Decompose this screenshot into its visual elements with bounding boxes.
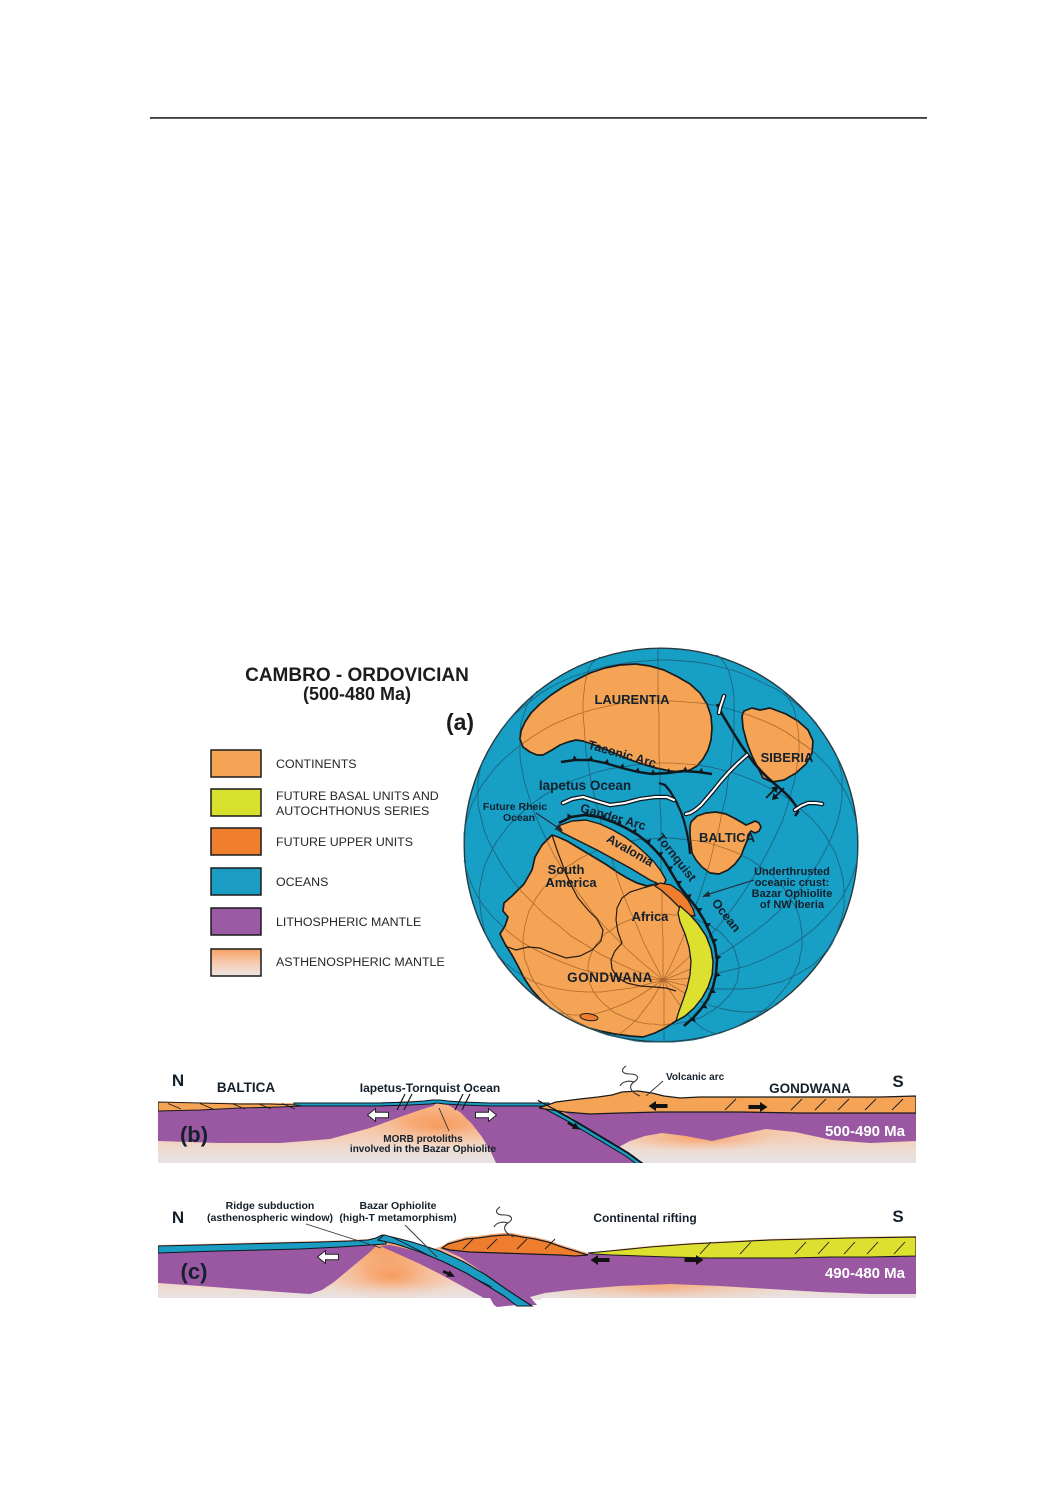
svg-text:(500-480 Ma): (500-480 Ma) xyxy=(303,684,411,704)
svg-text:OCEANS: OCEANS xyxy=(276,875,328,889)
svg-text:Iapetus Ocean: Iapetus Ocean xyxy=(539,778,631,793)
svg-text:N: N xyxy=(172,1071,184,1090)
svg-text:500-490 Ma: 500-490 Ma xyxy=(825,1123,906,1140)
svg-text:(b): (b) xyxy=(180,1122,208,1147)
svg-text:Ocean: Ocean xyxy=(503,812,535,824)
svg-text:CONTINENTS: CONTINENTS xyxy=(276,757,357,771)
svg-text:(a): (a) xyxy=(446,709,474,735)
svg-text:FUTURE UPPER UNITS: FUTURE UPPER UNITS xyxy=(276,835,413,849)
svg-text:FUTURE BASAL UNITS AND: FUTURE BASAL UNITS AND xyxy=(276,789,439,803)
svg-text:(c): (c) xyxy=(181,1259,208,1284)
svg-text:LITHOSPHERIC MANTLE: LITHOSPHERIC MANTLE xyxy=(276,915,421,929)
svg-text:Iapetus-Tornquist Ocean: Iapetus-Tornquist Ocean xyxy=(360,1081,500,1095)
svg-text:CAMBRO - ORDOVICIAN: CAMBRO - ORDOVICIAN xyxy=(245,665,469,686)
svg-text:SIBERIA: SIBERIA xyxy=(761,750,814,765)
svg-text:LAURENTIA: LAURENTIA xyxy=(594,692,670,707)
svg-text:(high-T metamorphism): (high-T metamorphism) xyxy=(339,1212,456,1224)
svg-text:Underthrusted: Underthrusted xyxy=(754,866,830,878)
svg-text:America: America xyxy=(545,875,597,890)
svg-text:490-480 Ma: 490-480 Ma xyxy=(825,1265,906,1282)
svg-text:Ridge subduction: Ridge subduction xyxy=(226,1200,315,1212)
svg-text:S: S xyxy=(892,1072,903,1091)
svg-text:Continental rifting: Continental rifting xyxy=(593,1211,696,1225)
svg-text:BALTICA: BALTICA xyxy=(699,830,756,845)
svg-text:MORB protoliths: MORB protoliths xyxy=(383,1134,463,1145)
svg-text:involved in the Bazar Ophiolit: involved in the Bazar Ophiolite xyxy=(350,1144,497,1155)
svg-text:Volcanic arc: Volcanic arc xyxy=(666,1072,725,1083)
svg-text:N: N xyxy=(172,1208,184,1227)
svg-text:oceanic crust:: oceanic crust: xyxy=(755,877,830,889)
svg-text:AUTOCHTHONUS SERIES: AUTOCHTHONUS SERIES xyxy=(276,804,429,818)
svg-text:ASTHENOSPHERIC MANTLE: ASTHENOSPHERIC MANTLE xyxy=(276,955,445,969)
svg-text:S: S xyxy=(892,1207,903,1226)
svg-text:GONDWANA: GONDWANA xyxy=(769,1081,851,1096)
svg-text:GONDWANA: GONDWANA xyxy=(567,970,653,985)
svg-text:South: South xyxy=(548,862,585,877)
svg-text:Bazar Ophiolite: Bazar Ophiolite xyxy=(752,888,833,900)
svg-text:Africa: Africa xyxy=(632,909,670,924)
svg-text:Future Rheic: Future Rheic xyxy=(483,801,547,813)
svg-text:BALTICA: BALTICA xyxy=(217,1080,275,1095)
svg-text:of NW Iberia: of NW Iberia xyxy=(760,899,825,911)
svg-text:Bazar Ophiolite: Bazar Ophiolite xyxy=(359,1200,436,1212)
svg-text:(asthenospheric window): (asthenospheric window) xyxy=(207,1212,333,1224)
